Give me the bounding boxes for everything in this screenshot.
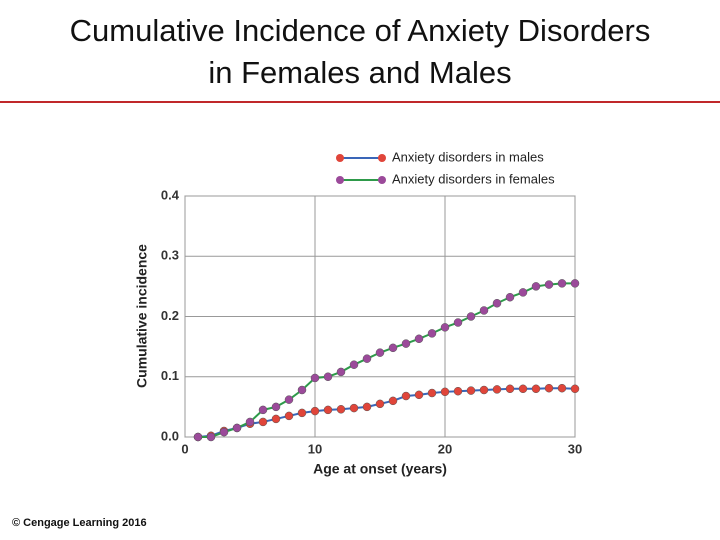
data-point — [414, 390, 424, 400]
data-point — [284, 395, 294, 404]
data-point — [310, 373, 320, 383]
data-point — [271, 402, 281, 412]
title-rule — [0, 101, 720, 103]
data-point — [427, 329, 437, 338]
y-tick-label: 0.3 — [161, 248, 179, 263]
legend-marker — [378, 176, 386, 184]
data-point — [375, 348, 385, 357]
data-point — [362, 354, 372, 363]
legend-label: Anxiety disorders in females — [392, 171, 555, 186]
data-point — [297, 408, 307, 418]
x-tick-label: 20 — [438, 441, 452, 456]
data-point — [401, 339, 411, 348]
data-point — [557, 279, 567, 288]
data-point — [414, 334, 424, 344]
data-point — [427, 388, 437, 398]
data-point — [284, 411, 294, 421]
data-point — [219, 427, 229, 437]
data-point — [297, 385, 307, 395]
data-point — [258, 405, 268, 415]
legend-marker — [336, 154, 344, 162]
data-point — [336, 405, 346, 414]
data-point — [505, 292, 515, 302]
copyright: © Cengage Learning 2016 — [12, 517, 147, 529]
data-point — [349, 403, 359, 413]
data-point — [492, 385, 502, 394]
data-point — [401, 391, 411, 401]
title-line: in Females and Males — [208, 55, 511, 90]
data-point — [206, 432, 216, 442]
data-point — [388, 343, 398, 353]
data-point — [440, 323, 450, 332]
data-point — [479, 385, 489, 395]
data-point — [336, 367, 346, 377]
data-point — [518, 384, 528, 394]
data-point — [479, 306, 489, 315]
y-tick-label: 0.2 — [161, 308, 179, 323]
data-point — [310, 406, 320, 416]
data-point — [544, 383, 554, 393]
x-tick-label: 30 — [568, 441, 582, 456]
data-point — [323, 405, 333, 415]
title-line: Cumulative Incidence of Anxiety Disorder… — [70, 13, 651, 48]
y-tick-label: 0.0 — [161, 428, 179, 443]
y-tick-label: 0.1 — [161, 368, 179, 383]
data-point — [362, 402, 372, 412]
data-point — [323, 372, 333, 381]
data-point — [557, 383, 567, 393]
data-point — [531, 384, 541, 394]
data-point — [271, 414, 281, 424]
data-point — [453, 318, 463, 327]
data-point — [349, 360, 359, 369]
x-tick-label: 0 — [181, 441, 188, 456]
data-point — [258, 417, 268, 427]
data-point — [375, 399, 385, 409]
data-point — [245, 417, 255, 427]
legend-marker — [336, 176, 344, 184]
y-tick-label: 0.4 — [161, 187, 180, 202]
data-point — [440, 387, 450, 397]
data-point — [466, 386, 476, 395]
data-point — [232, 423, 242, 433]
x-axis-label: Age at onset (years) — [313, 461, 447, 477]
data-point — [544, 280, 554, 289]
legend-label: Anxiety disorders in males — [392, 149, 544, 164]
data-point — [505, 384, 515, 394]
x-tick-label: 10 — [308, 441, 322, 456]
data-point — [518, 288, 528, 297]
data-point — [193, 432, 203, 442]
data-point — [570, 279, 580, 288]
data-point — [570, 384, 580, 394]
data-point — [492, 298, 502, 308]
data-point — [466, 312, 476, 321]
data-point — [453, 386, 463, 396]
legend-marker — [378, 154, 386, 162]
data-point — [531, 282, 541, 291]
data-point — [388, 396, 398, 406]
y-axis-label: Cumulative incidence — [134, 244, 150, 388]
